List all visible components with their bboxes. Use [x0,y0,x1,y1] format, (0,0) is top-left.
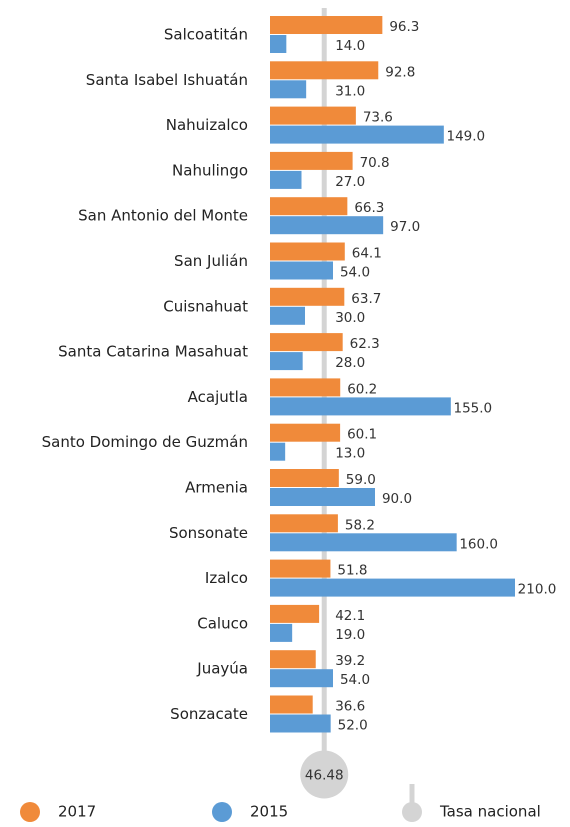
bar [270,35,287,53]
legend-swatch [212,802,232,822]
value-label: 210.0 [518,582,557,598]
value-label: 51.8 [337,563,367,579]
bar [270,578,515,597]
value-label: 92.8 [385,64,415,80]
value-label: 27.0 [335,174,365,190]
bar [270,559,331,578]
value-label: 63.7 [351,291,381,307]
bar [270,125,444,144]
value-label: 96.3 [389,19,419,35]
value-label: 66.3 [354,200,384,216]
value-label: 28.0 [335,355,365,371]
bar [270,488,375,506]
category-label: Cuisnahuat [163,297,248,315]
value-label: 97.0 [390,219,420,235]
category-label: Izalco [205,569,248,587]
bar [270,623,293,642]
category-label: Nahulingo [172,161,248,179]
legend-swatch [20,802,40,822]
bar [270,533,457,552]
value-label: 42.1 [335,608,365,624]
bar [270,80,307,99]
bar [270,197,348,216]
value-label: 64.1 [352,246,382,262]
reference-marker [300,750,349,799]
bar [270,352,303,371]
value-label: 60.1 [347,427,377,443]
bar [270,714,331,733]
category-label: Santo Domingo de Guzmán [42,433,248,451]
value-label: 19.0 [335,627,365,643]
value-label: 149.0 [447,129,486,145]
value-label: 52.0 [338,718,368,734]
value-label: 90.0 [382,491,412,507]
category-label: Sonzacate [170,705,248,723]
bar [270,151,353,170]
value-label: 160.0 [459,536,498,552]
bar [270,695,313,714]
legend-label: 2015 [250,803,288,821]
bar [270,514,338,533]
bar [270,306,305,325]
value-label: 70.8 [360,155,390,171]
bar [270,61,379,80]
bar [270,378,341,397]
value-label: 31.0 [335,83,365,99]
bar [270,669,333,688]
category-label: San Julián [174,252,248,270]
reference-value: 46.48 [305,768,344,784]
value-label: 54.0 [340,265,370,281]
bar [270,650,316,669]
category-label: Salcoatitán [164,26,248,44]
legend-label: Tasa nacional [439,803,541,821]
category-label: San Antonio del Monte [78,207,248,225]
value-label: 155.0 [454,400,493,416]
value-label: 58.2 [345,517,375,533]
legend-label: 2017 [58,803,96,821]
value-label: 39.2 [335,653,365,669]
value-label: 54.0 [340,672,370,688]
bar [270,442,286,461]
legend-swatch [402,802,422,822]
value-label: 14.0 [335,38,365,54]
value-label: 13.0 [335,446,365,462]
value-label: 73.6 [363,110,393,126]
bar [270,216,384,235]
bar [270,106,356,125]
category-label: Acajutla [188,388,248,406]
bar [270,242,345,261]
category-label: Caluco [197,614,248,632]
bar [270,287,345,306]
bar [270,423,341,442]
category-label: Juayúa [196,660,248,678]
category-label: Santa Isabel Ishuatán [86,71,248,89]
value-label: 30.0 [335,310,365,326]
category-label: Santa Catarina Masahuat [58,343,248,361]
bar [270,469,339,487]
value-label: 62.3 [350,336,380,352]
bar [270,16,383,34]
bar [270,397,451,416]
category-label: Nahuizalco [166,116,248,134]
value-label: 59.0 [346,472,376,488]
bar [270,261,333,280]
category-label: Sonsonate [169,524,248,542]
bar [270,170,302,189]
bar [270,604,320,623]
value-label: 36.6 [335,699,365,715]
value-label: 60.2 [347,381,377,397]
bar [270,333,343,352]
category-label: Armenia [185,479,248,497]
